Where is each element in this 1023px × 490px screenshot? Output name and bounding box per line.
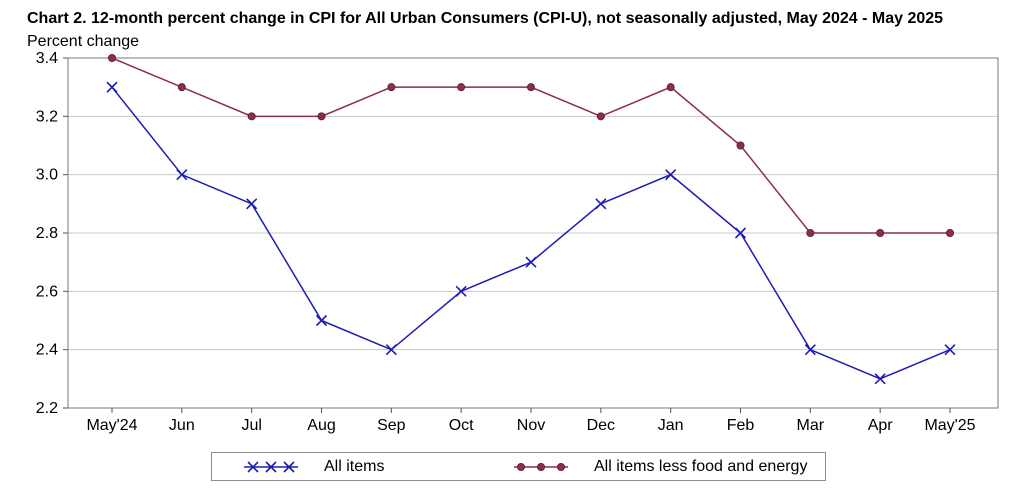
y-tick-label: 3.0: [36, 167, 58, 184]
y-tick-label: 2.2: [36, 400, 58, 417]
y-tick-label: 2.4: [36, 342, 58, 359]
x-tick-label: Nov: [517, 417, 545, 434]
data-point-all-items: [595, 198, 607, 210]
x-tick-label: Apr: [868, 417, 894, 434]
data-point-all-items: [106, 81, 118, 93]
data-point-all-items: [525, 256, 537, 268]
legend: All items All items less food and energy: [211, 452, 826, 481]
y-tick-label: 3.4: [36, 50, 58, 67]
legend-swatch-core: [514, 462, 568, 471]
data-point-core: [876, 228, 885, 237]
y-axis-label: Percent change: [27, 33, 140, 50]
x-tick-label: Mar: [797, 417, 825, 434]
data-point-all-items: [385, 344, 397, 356]
data-point-core: [387, 83, 396, 92]
x-tick-label: Jul: [241, 417, 261, 434]
data-point-all-items: [665, 169, 677, 181]
legend-swatch-all-items: [244, 460, 298, 473]
data-point-core: [736, 141, 745, 150]
data-point-core: [666, 83, 675, 92]
data-point-all-items: [734, 227, 747, 239]
x-tick-label: Dec: [587, 417, 615, 434]
x-tick-label: Oct: [449, 417, 474, 434]
x-tick-label: May'25: [924, 417, 975, 434]
data-point-all-items: [944, 344, 956, 356]
legend-item-all-items: All items: [242, 453, 384, 480]
data-point-all-items: [246, 198, 258, 210]
data-point-core: [317, 112, 326, 121]
x-tick-label: Aug: [307, 417, 335, 434]
y-tick-label: 2.8: [36, 225, 58, 242]
x-tick-label: Jun: [169, 417, 195, 434]
plot-frame: [67, 57, 999, 409]
data-point-core: [946, 228, 955, 237]
data-point-core: [457, 83, 466, 92]
legend-item-core: All items less food and energy: [512, 453, 807, 480]
data-point-core: [806, 228, 815, 237]
chart-plot: 2.2 2.4 2.6 2.8 3.0 3.2 3.4 May'24 Jun Jul Aug Sep O…: [36, 50, 999, 434]
x-tick-label: Jan: [658, 417, 684, 434]
data-point-all-items: [176, 169, 188, 181]
y-tick-label: 3.2: [36, 108, 58, 125]
y-tick-label: 2.6: [36, 283, 58, 300]
data-point-all-items: [804, 344, 816, 356]
data-point-core: [596, 112, 605, 121]
data-point-core: [527, 83, 536, 92]
legend-label-all-items: All items: [324, 457, 385, 475]
legend-label-core: All items less food and energy: [594, 457, 808, 475]
data-point-core: [177, 83, 186, 92]
data-point-all-items: [874, 373, 886, 385]
x-tick-label: May'24: [86, 417, 137, 434]
x-tick-label: Sep: [377, 417, 406, 434]
x-tick-label: Feb: [727, 417, 755, 434]
data-point-all-items: [455, 285, 467, 297]
data-point-core: [108, 54, 117, 63]
chart-title: Chart 2. 12-month percent change in CPI …: [27, 10, 944, 27]
data-point-all-items: [315, 314, 328, 327]
data-point-core: [247, 112, 256, 121]
